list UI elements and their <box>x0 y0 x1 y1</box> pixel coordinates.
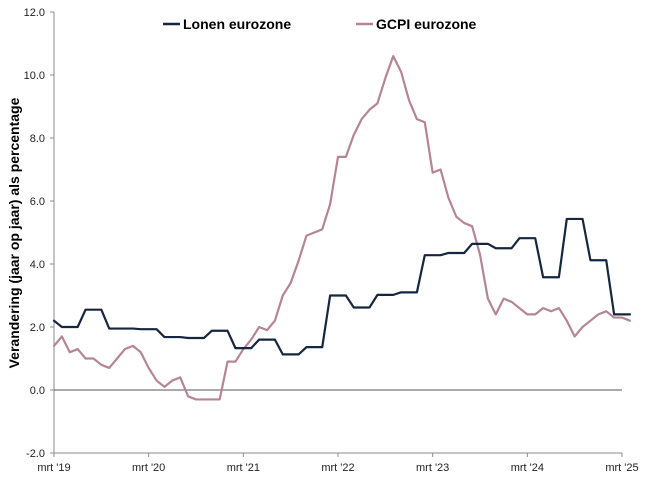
y-tick-label: 12.0 <box>24 7 45 19</box>
y-tick-label: 6.0 <box>30 196 45 208</box>
y-tick-label: -2.0 <box>26 448 45 460</box>
x-tick-label: mrt '25 <box>605 462 638 474</box>
x-axis: mrt '19 mrt '20 mrt '21 mrt '22 mrt '23 mrt '… <box>37 452 639 474</box>
legend: Lonen eurozone GCPI eurozone <box>163 16 477 32</box>
x-tick-label: mrt '23 <box>416 462 449 474</box>
x-tick-label: mrt '21 <box>227 462 260 474</box>
series-line-lonen <box>52 217 631 356</box>
x-tick-label: mrt '24 <box>511 462 544 474</box>
x-tick-label: mrt '19 <box>37 462 70 474</box>
series-lines <box>52 54 631 401</box>
series-line-gcpi <box>52 54 631 401</box>
y-tick-label: 8.0 <box>30 133 45 145</box>
x-tick-label: mrt '20 <box>132 462 165 474</box>
y-tick-label: 4.0 <box>30 259 45 271</box>
x-tick-label: mrt '22 <box>321 462 354 474</box>
y-tick-label: 2.0 <box>30 322 45 334</box>
y-axis: -2.0 0.0 2.0 4.0 6.0 8.0 10.0 12.0 <box>24 7 55 460</box>
y-axis-label: Verandering (jaar op jaar) als percentag… <box>6 97 22 368</box>
legend-label: GCPI eurozone <box>376 16 477 32</box>
y-tick-label: 10.0 <box>24 70 45 82</box>
legend-label: Lonen eurozone <box>183 16 291 32</box>
y-tick-label: 0.0 <box>30 385 45 397</box>
